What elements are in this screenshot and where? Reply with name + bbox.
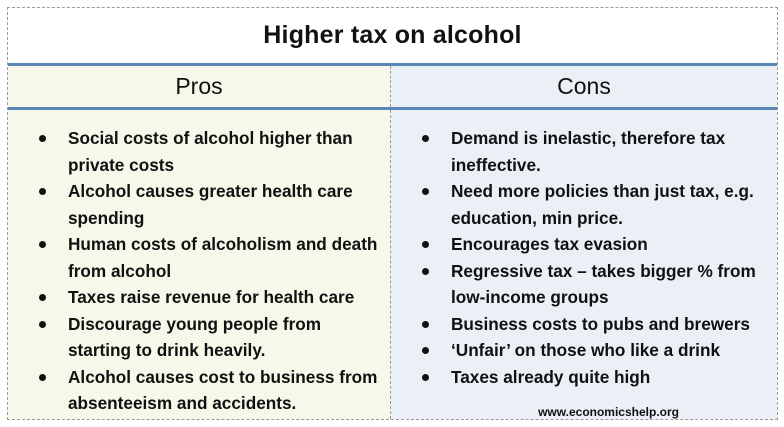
pros-item-text: Social costs of alcohol higher than priv… bbox=[68, 128, 353, 175]
bullet-icon bbox=[39, 188, 46, 195]
pros-item-text: Alcohol causes greater health care spend… bbox=[68, 181, 353, 228]
bullet-icon bbox=[39, 373, 46, 381]
pros-item-text: Alcohol causes cost to business from abs… bbox=[68, 366, 378, 414]
title-row: Higher tax on alcohol bbox=[8, 8, 777, 66]
bullet-icon bbox=[422, 267, 429, 275]
bullet-icon bbox=[422, 241, 429, 248]
cons-column: Demand is inelastic, therefore tax ineff… bbox=[391, 110, 777, 419]
comparison-table: Higher tax on alcohol Pros Cons Social c… bbox=[7, 7, 778, 420]
list-item: Regressive tax – takes bigger % from low… bbox=[417, 258, 773, 311]
list-item: Discourage young people from starting to… bbox=[34, 311, 384, 364]
list-item: Taxes already quite high bbox=[417, 364, 773, 391]
bullet-icon bbox=[422, 135, 429, 142]
pros-column: Social costs of alcohol higher than priv… bbox=[8, 110, 391, 419]
cons-item-text: Taxes already quite high bbox=[451, 366, 651, 387]
bullet-icon bbox=[39, 320, 46, 328]
bullet-icon bbox=[422, 320, 429, 328]
source-url: www.economicshelp.org bbox=[538, 405, 679, 419]
body-row: Social costs of alcohol higher than priv… bbox=[8, 110, 777, 419]
list-item: Demand is inelastic, therefore tax ineff… bbox=[417, 125, 773, 178]
cons-item-text: ‘Unfair’ on those who like a drink bbox=[451, 340, 720, 360]
cons-item-text: Business costs to pubs and brewers bbox=[451, 313, 750, 334]
list-item: Encourages tax evasion bbox=[417, 231, 773, 258]
cons-item-text: Need more policies than just tax, e.g. e… bbox=[451, 181, 754, 228]
list-item: Business costs to pubs and brewers bbox=[417, 311, 773, 338]
bullet-icon bbox=[39, 135, 46, 142]
cons-header: Cons bbox=[391, 66, 777, 107]
page-title: Higher tax on alcohol bbox=[263, 21, 522, 49]
list-item: Need more policies than just tax, e.g. e… bbox=[417, 178, 773, 231]
list-item: Human costs of alcoholism and death from… bbox=[34, 231, 384, 284]
cons-list: Demand is inelastic, therefore tax ineff… bbox=[417, 125, 773, 390]
pros-item-text: Taxes raise revenue for health care bbox=[68, 287, 355, 307]
bullet-icon bbox=[422, 188, 429, 195]
pros-list: Social costs of alcohol higher than priv… bbox=[34, 125, 384, 417]
bullet-icon bbox=[39, 241, 46, 248]
list-item: Social costs of alcohol higher than priv… bbox=[34, 125, 384, 178]
bullet-icon bbox=[39, 294, 46, 301]
cons-item-text: Demand is inelastic, therefore tax ineff… bbox=[451, 128, 726, 175]
pros-header: Pros bbox=[8, 66, 391, 107]
list-item: ‘Unfair’ on those who like a drink bbox=[417, 337, 773, 364]
bullet-icon bbox=[422, 347, 429, 354]
header-row: Pros Cons bbox=[8, 66, 777, 110]
list-item: Taxes raise revenue for health care bbox=[34, 284, 384, 311]
list-item: Alcohol causes cost to business from abs… bbox=[34, 364, 384, 417]
cons-item-text: Encourages tax evasion bbox=[451, 234, 648, 254]
cons-item-text: Regressive tax – takes bigger % from low… bbox=[451, 260, 756, 308]
pros-item-text: Discourage young people from starting to… bbox=[68, 313, 322, 361]
pros-item-text: Human costs of alcoholism and death from… bbox=[68, 234, 378, 281]
bullet-icon bbox=[422, 373, 429, 381]
list-item: Alcohol causes greater health care spend… bbox=[34, 178, 384, 231]
